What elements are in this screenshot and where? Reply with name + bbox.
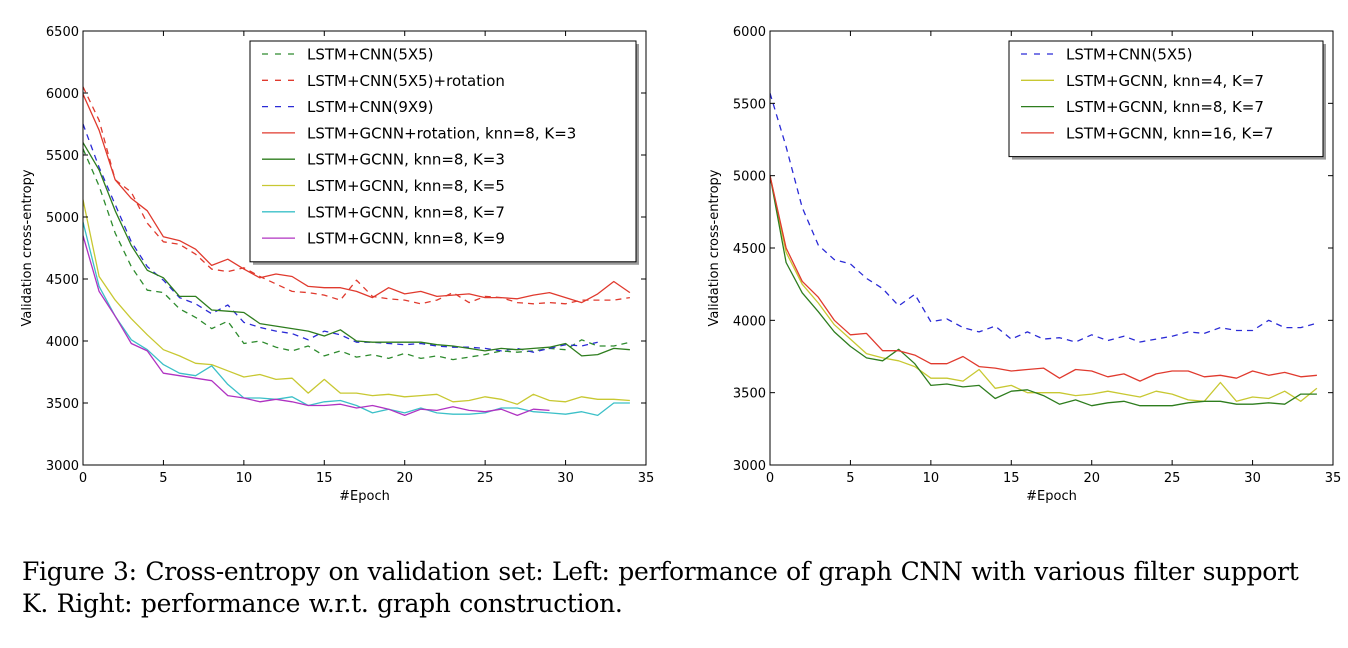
left-series-line-4 [83,93,631,304]
right-x-tick-label: 30 [1244,471,1261,486]
left-series-line-1 [83,148,631,361]
left-series-line-7 [83,221,630,417]
left-series-line-2 [83,86,630,305]
left-y-tick-label: 5000 [46,211,79,226]
left-legend-label-3: LSTM+CNN(9X9) [307,98,434,116]
left-x-tick-label: 35 [638,471,655,486]
left-x-tick-label: 25 [477,471,494,486]
left-y-tick-label: 3500 [46,397,79,412]
right-y-tick-label: 3500 [733,387,766,402]
left-x-tick-label: 5 [159,471,167,486]
right-y-tick-label: 5000 [733,170,766,185]
left-legend-label-5: LSTM+GCNN, knn=8, K=3 [307,151,505,169]
left-legend-label-2: LSTM+CNN(5X5)+rotation [307,72,505,90]
left-y-tick-label: 4000 [46,335,79,350]
left-x-axis-label: #Epoch [339,489,390,504]
left-x-tick-label: 10 [236,471,253,486]
right-y-tick-label: 4000 [733,314,766,329]
left-legend-label-8: LSTM+GCNN, knn=8, K=9 [307,230,505,248]
right-series-line-2 [770,175,1318,402]
right-legend-box [1008,40,1324,158]
left-y-tick-label: 6000 [46,87,79,102]
left-x-tick-label: 20 [396,471,413,486]
right-series-group [770,93,1318,407]
right-y-tick-label: 6000 [733,25,766,40]
left-series-line-8 [83,235,550,417]
right-legend: LSTM+CNN(5X5) LSTM+GCNN, knn=4, K=7 LSTM+G… [1008,40,1326,160]
left-legend-label-4: LSTM+GCNN+rotation, knn=8, K=3 [307,124,576,142]
left-y-tick-label: 6500 [46,25,79,40]
left-y-tick-label: 4500 [46,273,79,288]
right-chart: 0 5 10 15 20 25 30 35 3000 3500 4000 4500 5000 5500 60… [707,25,1341,504]
left-y-tick-label: 3000 [46,459,79,474]
right-x-tick-label: 15 [1003,471,1020,486]
left-series-line-6 [83,199,630,405]
left-legend-label-6: LSTM+GCNN, knn=8, K=5 [307,177,505,195]
left-y-axis-label: Validation cross-entropy [20,169,35,326]
right-series-line-4 [770,175,1317,382]
right-x-tick-label: 0 [766,471,774,486]
right-y-tick-label: 4500 [733,242,766,257]
right-x-tick-label: 10 [923,471,940,486]
right-y-tick-label: 5500 [733,97,766,112]
figure-caption: Figure 3: Cross-entropy on validation se… [22,557,1299,618]
left-series-group [83,86,631,417]
right-series-line-1 [770,93,1318,343]
left-series-line-5 [83,142,630,357]
right-legend-label-4: LSTM+GCNN, knn=16, K=7 [1066,124,1273,142]
left-x-tick-label: 0 [79,471,87,486]
right-legend-label-2: LSTM+GCNN, knn=4, K=7 [1066,72,1264,90]
right-x-tick-label: 20 [1083,471,1100,486]
left-x-tick-label: 30 [557,471,574,486]
right-x-tick-label: 5 [846,471,854,486]
left-legend: LSTM+CNN(5X5) LSTM+CNN(5X5)+rotation LSTM+… [249,40,639,265]
left-legend-label-7: LSTM+GCNN, knn=8, K=7 [307,203,505,221]
left-y-tick-label: 5500 [46,149,79,164]
right-legend-label-3: LSTM+GCNN, knn=8, K=7 [1066,98,1264,116]
left-x-tick-label: 15 [316,471,333,486]
right-x-tick-label: 25 [1164,471,1181,486]
left-plot-frame [82,30,647,466]
right-y-tick-label: 3000 [733,459,766,474]
right-series-line-3 [770,175,1317,407]
right-legend-label-1: LSTM+CNN(5X5) [1066,46,1193,64]
left-legend-box [249,40,637,263]
left-legend-label-1: LSTM+CNN(5X5) [307,46,434,64]
left-chart: 0 5 10 15 20 25 30 35 3000 3500 4000 4500 5000 5500 60… [20,25,654,504]
right-x-axis-label: #Epoch [1026,489,1077,504]
right-x-tick-label: 35 [1325,471,1342,486]
right-y-axis-label: Validation cross-entropy [707,169,722,326]
